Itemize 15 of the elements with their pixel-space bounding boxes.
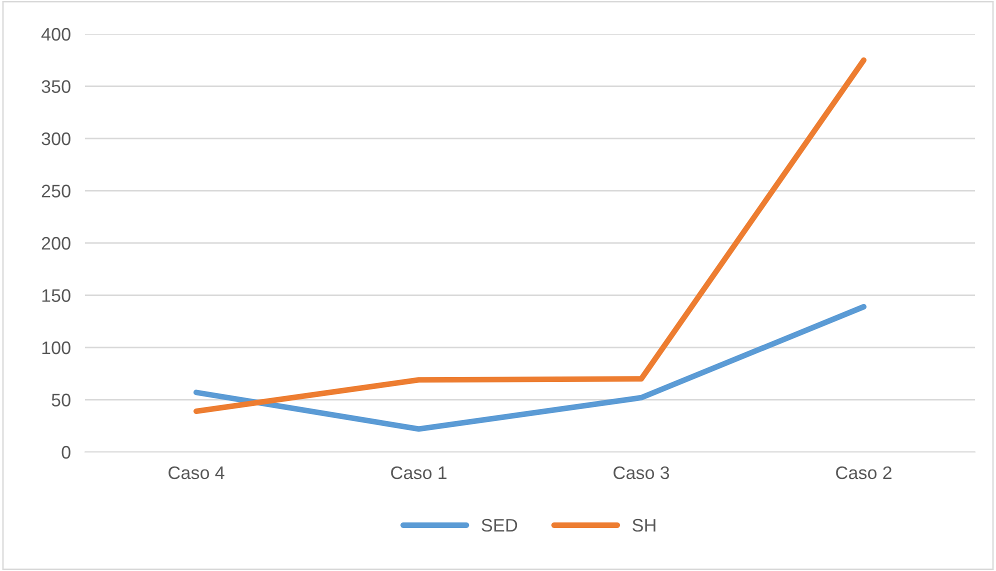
x-tick-label: Caso 3 [614, 466, 670, 480]
y-tick-label: 250 [42, 184, 70, 198]
y-tick-label: 100 [42, 341, 70, 354]
legend-label: SH [632, 518, 656, 532]
x-tick-label: Caso 4 [168, 466, 224, 480]
y-tick-label: 150 [42, 289, 70, 302]
y-tick-label: 200 [42, 236, 70, 250]
y-tick-label: 50 [52, 394, 70, 406]
legend-label: SED [482, 518, 518, 532]
y-tick-label: 400 [41, 28, 70, 41]
y-tick-label: 0 [62, 446, 70, 459]
x-tick-label: Caso 2 [836, 466, 892, 480]
y-tick-label: 350 [42, 80, 70, 93]
y-tick-label: 300 [42, 132, 70, 146]
x-tick-label: Caso 1 [391, 466, 446, 480]
